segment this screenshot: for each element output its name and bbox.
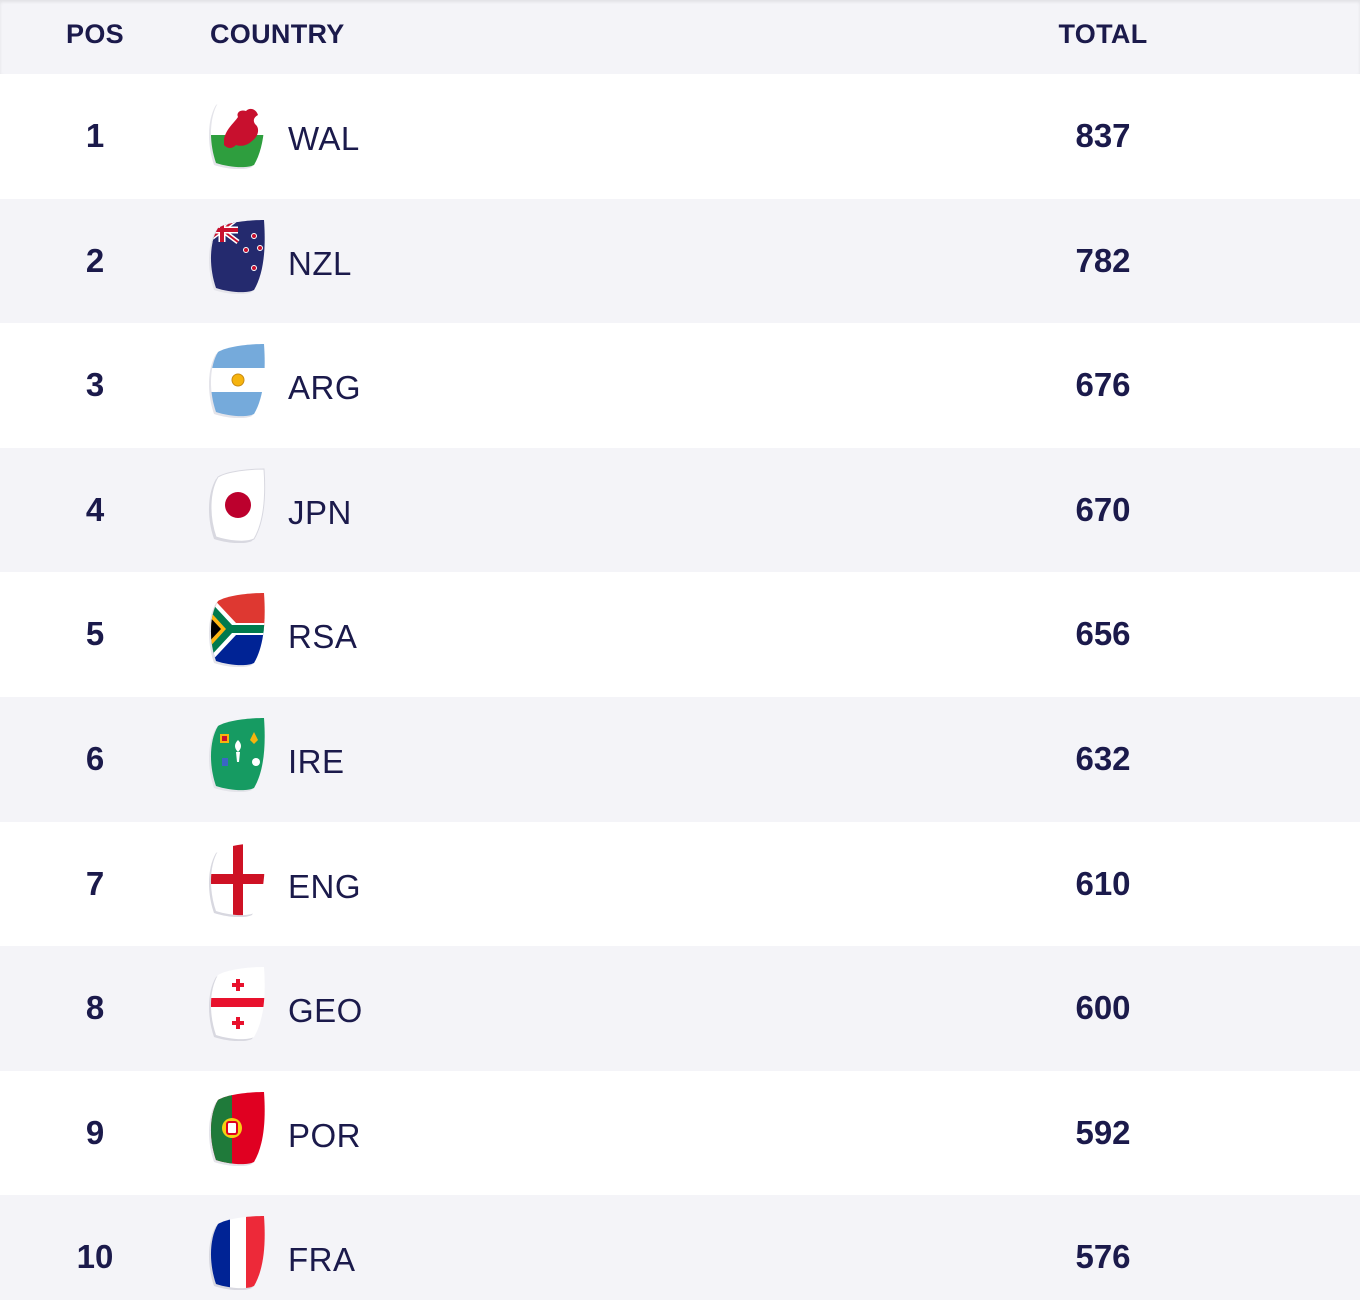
total-points: 676	[1075, 366, 1131, 404]
country-code: GEO	[288, 992, 363, 1030]
table-row[interactable]: 10 FRA 576	[0, 1195, 1360, 1300]
table-row[interactable]: 1 WAL 837	[0, 74, 1360, 199]
table-row[interactable]: 8 GEO 600	[0, 946, 1360, 1071]
georgia-flag-icon	[206, 965, 268, 1042]
country-column-header[interactable]: COUNTRY	[210, 19, 345, 49]
country-code: WAL	[288, 120, 360, 157]
position-cell: 9	[85, 1113, 105, 1151]
total-points: 600	[1075, 989, 1131, 1027]
portugal-flag-icon	[206, 1090, 268, 1166]
country-code: POR	[288, 1116, 362, 1154]
country-code: FRA	[288, 1241, 356, 1279]
japan-flag-icon	[206, 467, 268, 543]
position-cell: 10	[76, 1238, 114, 1276]
position-cell: 1	[85, 117, 105, 154]
country-code: ENG	[288, 867, 362, 905]
total-points: 610	[1075, 864, 1131, 902]
england-flag-icon	[206, 841, 268, 917]
table-header: POS COUNTRY TOTAL	[0, 0, 1360, 74]
table-row[interactable]: 2	[0, 198, 1360, 324]
country-code: ARG	[288, 369, 362, 407]
table-row[interactable]: 5 RSA 656	[0, 572, 1360, 697]
total-points: 632	[1075, 739, 1131, 777]
table-row[interactable]: 3 ARG 676	[0, 323, 1360, 448]
pos-column-header[interactable]: POS	[66, 19, 124, 49]
total-points: 656	[1075, 615, 1131, 653]
position-cell: 5	[85, 615, 105, 653]
total-column-header[interactable]: TOTAL	[1058, 19, 1148, 49]
table-row[interactable]: 7 ENG 610	[0, 821, 1360, 947]
south-africa-flag-icon	[206, 591, 268, 668]
table-row[interactable]: 6 IRE 632	[0, 696, 1360, 822]
new-zealand-flag-icon	[206, 218, 268, 294]
position-cell: 2	[85, 241, 105, 279]
position-cell: 6	[85, 739, 105, 777]
country-code: NZL	[288, 244, 352, 282]
total-points: 670	[1075, 490, 1131, 528]
total-points: 576	[1075, 1238, 1131, 1276]
table-row[interactable]: 9 POR 592	[0, 1070, 1360, 1196]
table-body: 1 WAL 837 2	[0, 74, 1360, 1300]
country-code: RSA	[288, 618, 358, 656]
ireland-flag-icon	[206, 716, 268, 792]
table-row[interactable]: 4 JPN 670	[0, 447, 1360, 573]
position-cell: 4	[85, 490, 105, 528]
position-cell: 8	[85, 989, 105, 1027]
country-code: JPN	[288, 493, 352, 531]
total-points: 782	[1075, 241, 1131, 279]
total-points: 592	[1075, 1113, 1131, 1151]
wales-flag-icon	[206, 93, 268, 169]
position-cell: 7	[85, 864, 105, 902]
position-cell: 3	[85, 366, 105, 404]
country-code: IRE	[288, 742, 345, 780]
france-flag-icon	[206, 1214, 268, 1291]
total-points: 837	[1075, 117, 1131, 154]
argentina-flag-icon	[206, 342, 268, 419]
